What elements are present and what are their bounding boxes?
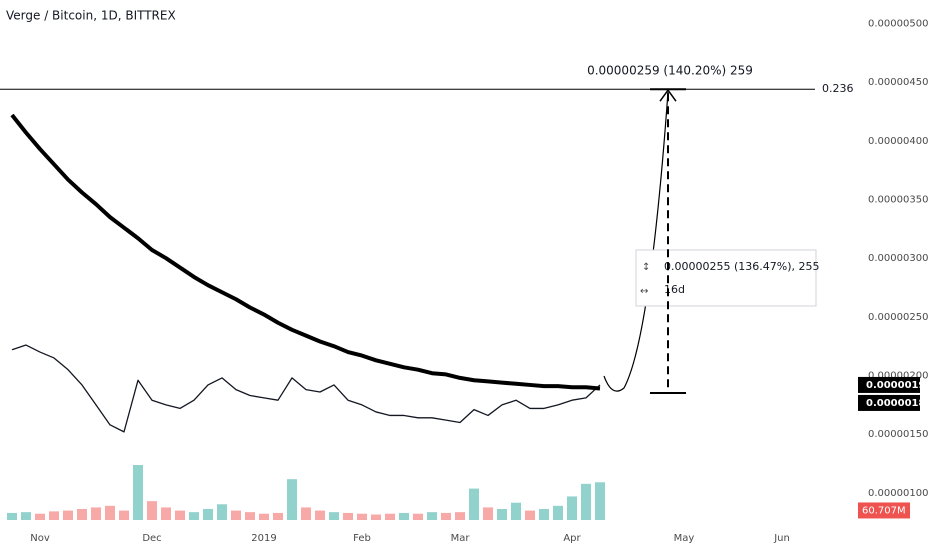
volume-bar: [301, 507, 311, 520]
x-tick-label: May: [674, 533, 695, 544]
y-tick-label: 0.00000300: [868, 253, 928, 264]
volume-bar: [21, 512, 31, 520]
volume-bar: [7, 512, 17, 520]
target-label: 0.00000259 (140.20%) 259: [587, 64, 753, 78]
x-tick-label: Mar: [451, 533, 471, 544]
x-tick-label: Dec: [142, 533, 161, 544]
measure-duration: 16d: [664, 283, 685, 296]
volume-bar: [595, 482, 605, 520]
volume-bar: [539, 509, 549, 520]
y-tick-label: 0.00000200: [868, 371, 928, 382]
volume-bar: [35, 513, 45, 520]
volume-bar: [245, 512, 255, 520]
volume-badge-label: 60.707M: [862, 505, 906, 516]
volume-bar: [63, 510, 73, 520]
projection-curve: [603, 91, 669, 392]
volume-bar: [175, 510, 185, 520]
arrow-head: [659, 88, 677, 102]
y-tick-label: 0.00000500: [868, 18, 928, 29]
price-line: [11, 344, 601, 433]
measure-box: [635, 249, 817, 307]
measure-icon: ↕: [642, 262, 650, 273]
volume-bar: [105, 505, 115, 520]
price-badge: [858, 394, 920, 411]
volume-bar: [497, 509, 507, 520]
volume-bar: [49, 511, 59, 520]
volume-bar: [217, 504, 227, 520]
volume-bar: [413, 513, 423, 520]
volume-bar: [77, 509, 87, 520]
x-tick-label: 2019: [251, 533, 276, 544]
volume-bar: [189, 512, 199, 520]
y-tick-label: 0.00000400: [868, 136, 928, 147]
x-tick-label: Nov: [30, 533, 50, 544]
volume-bar: [385, 513, 395, 520]
fib-label: 0.236: [822, 82, 854, 95]
volume-bar: [427, 512, 437, 520]
price-badge: [858, 376, 920, 393]
volume-bar: [483, 507, 493, 520]
volume-bar: [371, 514, 381, 520]
volume-bar: [287, 479, 297, 520]
volume-bar: [511, 502, 521, 520]
volume-bar: [455, 512, 465, 520]
x-tick-label: Apr: [563, 533, 581, 544]
moving-average: [10, 113, 601, 391]
chart-title: Verge / Bitcoin, 1D, BITTREX: [6, 9, 176, 23]
volume-bar: [203, 509, 213, 520]
volume-bar: [231, 510, 241, 520]
y-tick-label: 0.00000350: [868, 195, 928, 206]
y-tick-label: 0.00000450: [868, 77, 928, 88]
volume-bar: [399, 512, 409, 520]
volume-bar: [357, 513, 367, 520]
volume-bar: [259, 513, 269, 520]
x-tick-label: Feb: [353, 533, 371, 544]
volume-bar: [469, 488, 479, 520]
volume-badge: [858, 502, 910, 519]
volume-bar: [343, 512, 353, 520]
volume-bar: [553, 505, 563, 520]
volume-bar: [273, 512, 283, 520]
volume-bar: [161, 507, 171, 520]
volume-bar: [315, 510, 325, 520]
volume-bar: [441, 512, 451, 520]
measure-change: 0.00000255 (136.47%), 255: [664, 260, 820, 273]
volume-bar: [567, 496, 577, 520]
y-tick-label: 0.00000100: [868, 488, 928, 499]
x-tick-label: Jun: [773, 533, 790, 544]
volume-bar: [581, 483, 591, 520]
measure-icon: ↔: [640, 286, 648, 297]
volume-bar: [329, 512, 339, 520]
volume-bar: [119, 510, 129, 520]
volume-bar: [525, 510, 535, 520]
price-badge-label: 0.00000192: [866, 380, 932, 391]
price-badge-label: 0.00000187: [866, 398, 932, 409]
volume-bar: [133, 465, 143, 520]
volume-bar: [91, 507, 101, 520]
y-tick-label: 0.00000250: [868, 312, 928, 323]
y-tick-label: 0.00000150: [868, 429, 928, 440]
volume-bar: [147, 501, 157, 520]
